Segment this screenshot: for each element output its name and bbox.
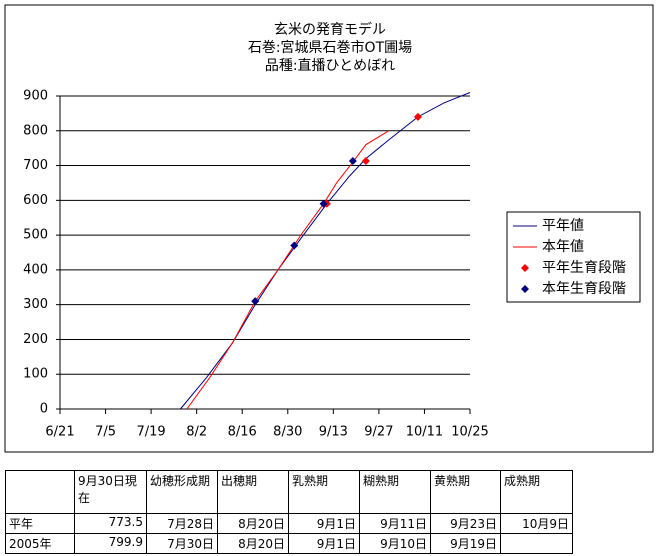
- table-header: 9月30日現在 幼穂形成期 出穂期 乳熟期 糊熟期 黄熟期 成熟期: [5, 470, 573, 514]
- chart: 玄米の発育モデル 石巻:宮城県石巻市OT圃場 品種:直播ひとめぼれ 0 100 20…: [4, 4, 654, 453]
- y-tick-label: 900: [23, 89, 48, 104]
- legend-label: 本年生育段階: [542, 281, 626, 297]
- table-cell: 9月10日: [359, 533, 431, 554]
- table-row: 平年 773.5 7月28日 8月20日 9月1日 9月11日 9月23日 10月9日: [5, 513, 573, 534]
- data-point: [413, 112, 422, 121]
- data-line: [186, 130, 389, 410]
- y-tick-label: 400: [23, 262, 48, 277]
- x-tick-label: 8/2: [186, 425, 207, 440]
- y-tick-label: 500: [23, 228, 48, 243]
- legend-label: 本年値: [542, 239, 584, 255]
- table-cell: 7月28日: [146, 513, 218, 534]
- data-point: [348, 157, 357, 166]
- data-point: [319, 199, 328, 208]
- stage-table: 9月30日現在 幼穂形成期 出穂期 乳熟期 糊熟期 黄熟期 成熟期 平年 773.5 7月28日 8…: [5, 470, 573, 554]
- table-cell: 8月20日: [217, 513, 289, 534]
- table-cell: 799.9: [74, 533, 147, 554]
- y-tick-label: 300: [23, 297, 48, 312]
- legend-label: 平年生育段階: [542, 260, 626, 276]
- x-tick-label: 7/19: [137, 425, 166, 440]
- data-point: [290, 241, 299, 250]
- chart-title: 品種:直播ひとめぼれ: [265, 57, 395, 74]
- table-cell: 9月23日: [430, 513, 501, 534]
- x-tick-label: 8/30: [273, 425, 302, 440]
- table-cell: 773.5: [74, 513, 147, 534]
- data-point: [251, 297, 260, 306]
- chart-title: 玄米の発育モデル: [274, 21, 386, 38]
- table-cell: 9月1日: [288, 513, 360, 534]
- table-cell: 糊熟期: [359, 470, 431, 514]
- table-cell: 平年: [5, 513, 75, 534]
- table-cell: 2005年: [5, 533, 75, 554]
- table-cell: [500, 533, 573, 554]
- table-cell: 9月11日: [359, 513, 431, 534]
- x-tick-label: 9/27: [364, 425, 393, 440]
- legend-swatch: [521, 264, 529, 272]
- chart-title: 石巻:宮城県石巻市OT圃場: [248, 39, 412, 56]
- x-tick-label: 10/25: [451, 425, 488, 440]
- x-tick-label: 6/21: [45, 425, 74, 440]
- y-tick-label: 700: [23, 158, 48, 173]
- y-tick-label: 100: [23, 367, 48, 382]
- x-tick-label: 7/5: [95, 425, 116, 440]
- x-tick-label: 10/11: [406, 425, 443, 440]
- x-tick-label: 9/13: [319, 425, 348, 440]
- legend-label: 平年値: [542, 218, 584, 234]
- table-cell: 黄熟期: [430, 470, 501, 514]
- y-tick-label: 800: [23, 123, 48, 138]
- legend-swatch: [521, 285, 529, 293]
- table-cell: 9月1日: [288, 533, 360, 554]
- table-cell: 幼穂形成期: [146, 470, 218, 514]
- y-tick-label: 200: [23, 332, 48, 347]
- y-tick-label: 600: [23, 193, 48, 208]
- table-cell: 9月19日: [430, 533, 501, 554]
- data-point: [361, 157, 370, 166]
- table-cell: 乳熟期: [288, 470, 360, 514]
- y-tick-label: 0: [40, 402, 48, 417]
- table-cell: 7月30日: [146, 533, 218, 554]
- table-row: 2005年 799.9 7月30日 8月20日 9月1日 9月10日 9月19日: [5, 533, 573, 554]
- table-cell: 9月30日現在: [74, 470, 147, 514]
- table-cell: 8月20日: [217, 533, 289, 554]
- table-cell: 10月9日: [500, 513, 573, 534]
- legend-box: [506, 211, 641, 303]
- table-cell: 成熟期: [500, 470, 573, 514]
- x-tick-label: 8/16: [228, 425, 257, 440]
- table-cell: 出穂期: [217, 470, 289, 514]
- table-cell: [5, 470, 75, 514]
